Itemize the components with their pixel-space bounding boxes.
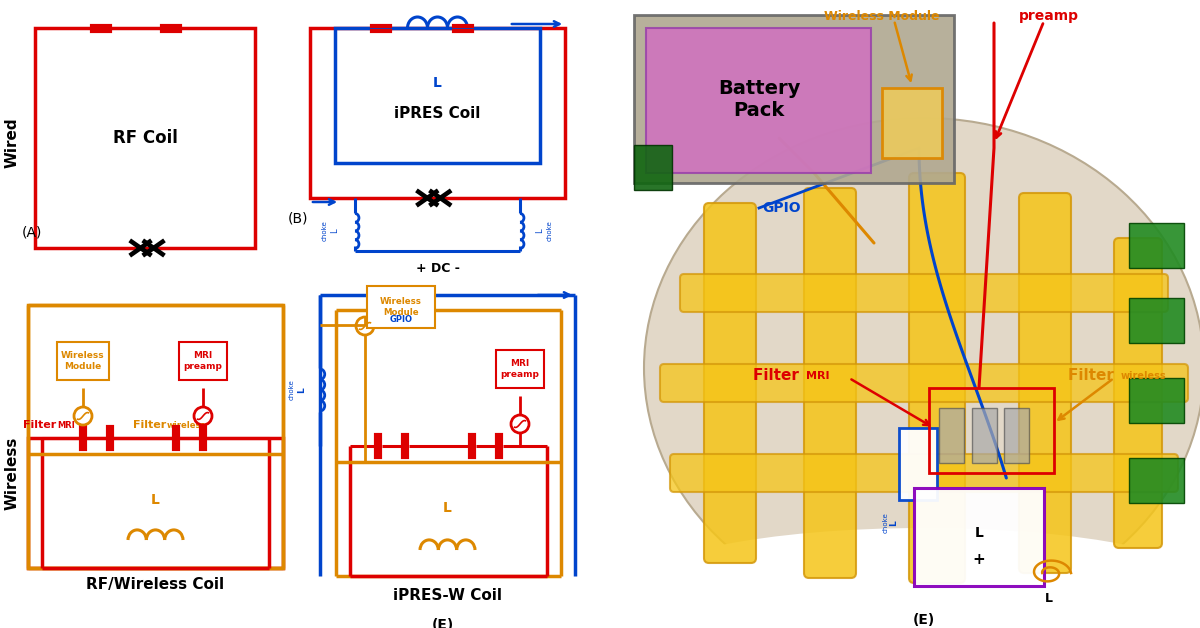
Text: GPIO: GPIO: [390, 315, 413, 323]
Text: preamp: preamp: [1019, 9, 1079, 23]
Text: choke: choke: [547, 220, 553, 241]
FancyBboxPatch shape: [670, 454, 1178, 492]
Text: GPIO: GPIO: [762, 201, 800, 215]
Text: L: L: [151, 493, 160, 507]
Bar: [1129, 298, 1184, 343]
Text: (A): (A): [22, 226, 42, 240]
Text: Filter: Filter: [1068, 369, 1120, 384]
Bar: [882, 88, 942, 158]
Text: Wireless
Module: Wireless Module: [61, 351, 104, 371]
Bar: [28, 305, 283, 568]
Text: Filter: Filter: [23, 420, 56, 430]
Text: iPRES Coil: iPRES Coil: [395, 106, 481, 121]
Bar: [646, 28, 871, 173]
FancyBboxPatch shape: [660, 364, 1188, 402]
Text: RF Coil: RF Coil: [113, 129, 178, 147]
Bar: [1129, 458, 1184, 503]
Text: iPRES-W Coil: iPRES-W Coil: [392, 588, 502, 604]
Text: Wireless
Module: Wireless Module: [380, 297, 422, 317]
Bar: [899, 428, 937, 500]
Text: RF/Wireless Coil: RF/Wireless Coil: [86, 578, 224, 592]
Ellipse shape: [634, 528, 1200, 628]
Bar: [914, 488, 1044, 586]
Bar: [35, 28, 256, 248]
Text: choke: choke: [883, 512, 889, 533]
FancyBboxPatch shape: [910, 173, 965, 583]
Text: Wireless: Wireless: [5, 436, 19, 510]
Bar: [179, 342, 227, 380]
Bar: [496, 350, 544, 388]
Text: MRI: MRI: [58, 421, 74, 430]
Text: +: +: [973, 553, 985, 568]
Bar: [972, 408, 997, 463]
Text: choke: choke: [289, 379, 295, 401]
Text: L: L: [1045, 592, 1054, 605]
Bar: [634, 145, 672, 190]
Bar: [367, 286, 434, 328]
FancyBboxPatch shape: [804, 188, 856, 578]
Bar: [310, 28, 565, 198]
Text: L: L: [443, 501, 452, 515]
Bar: [335, 28, 540, 163]
Text: L: L: [433, 76, 442, 90]
Text: + DC -: + DC -: [415, 263, 460, 276]
Text: L: L: [535, 229, 545, 234]
Text: L: L: [974, 526, 984, 540]
Text: Filter: Filter: [752, 369, 804, 384]
Text: (B): (B): [288, 211, 308, 225]
Bar: [58, 342, 109, 380]
Bar: [634, 15, 954, 183]
Text: MRI
preamp: MRI preamp: [184, 351, 222, 371]
Ellipse shape: [644, 118, 1200, 618]
Bar: [929, 388, 1054, 473]
Text: choke: choke: [322, 220, 328, 241]
Text: Filter: Filter: [133, 420, 166, 430]
Text: L: L: [889, 520, 899, 526]
Text: MRI
preamp: MRI preamp: [500, 359, 540, 379]
Text: Wireless Module: Wireless Module: [824, 9, 940, 23]
FancyBboxPatch shape: [1114, 238, 1162, 548]
FancyBboxPatch shape: [704, 203, 756, 563]
Text: wireless: wireless: [1121, 371, 1166, 381]
Text: (E): (E): [913, 613, 935, 627]
Text: L: L: [330, 229, 340, 234]
Text: MRI: MRI: [806, 371, 829, 381]
Bar: [940, 408, 964, 463]
Text: (E): (E): [431, 618, 454, 628]
Bar: [1004, 408, 1030, 463]
FancyBboxPatch shape: [1019, 193, 1072, 573]
Text: Wired: Wired: [5, 117, 19, 168]
Text: Battery
Pack: Battery Pack: [718, 80, 800, 121]
Bar: [1129, 223, 1184, 268]
Text: L: L: [298, 387, 306, 393]
Text: wireless: wireless: [167, 421, 206, 430]
Bar: [1129, 378, 1184, 423]
Bar: [28, 438, 283, 568]
FancyBboxPatch shape: [680, 274, 1168, 312]
